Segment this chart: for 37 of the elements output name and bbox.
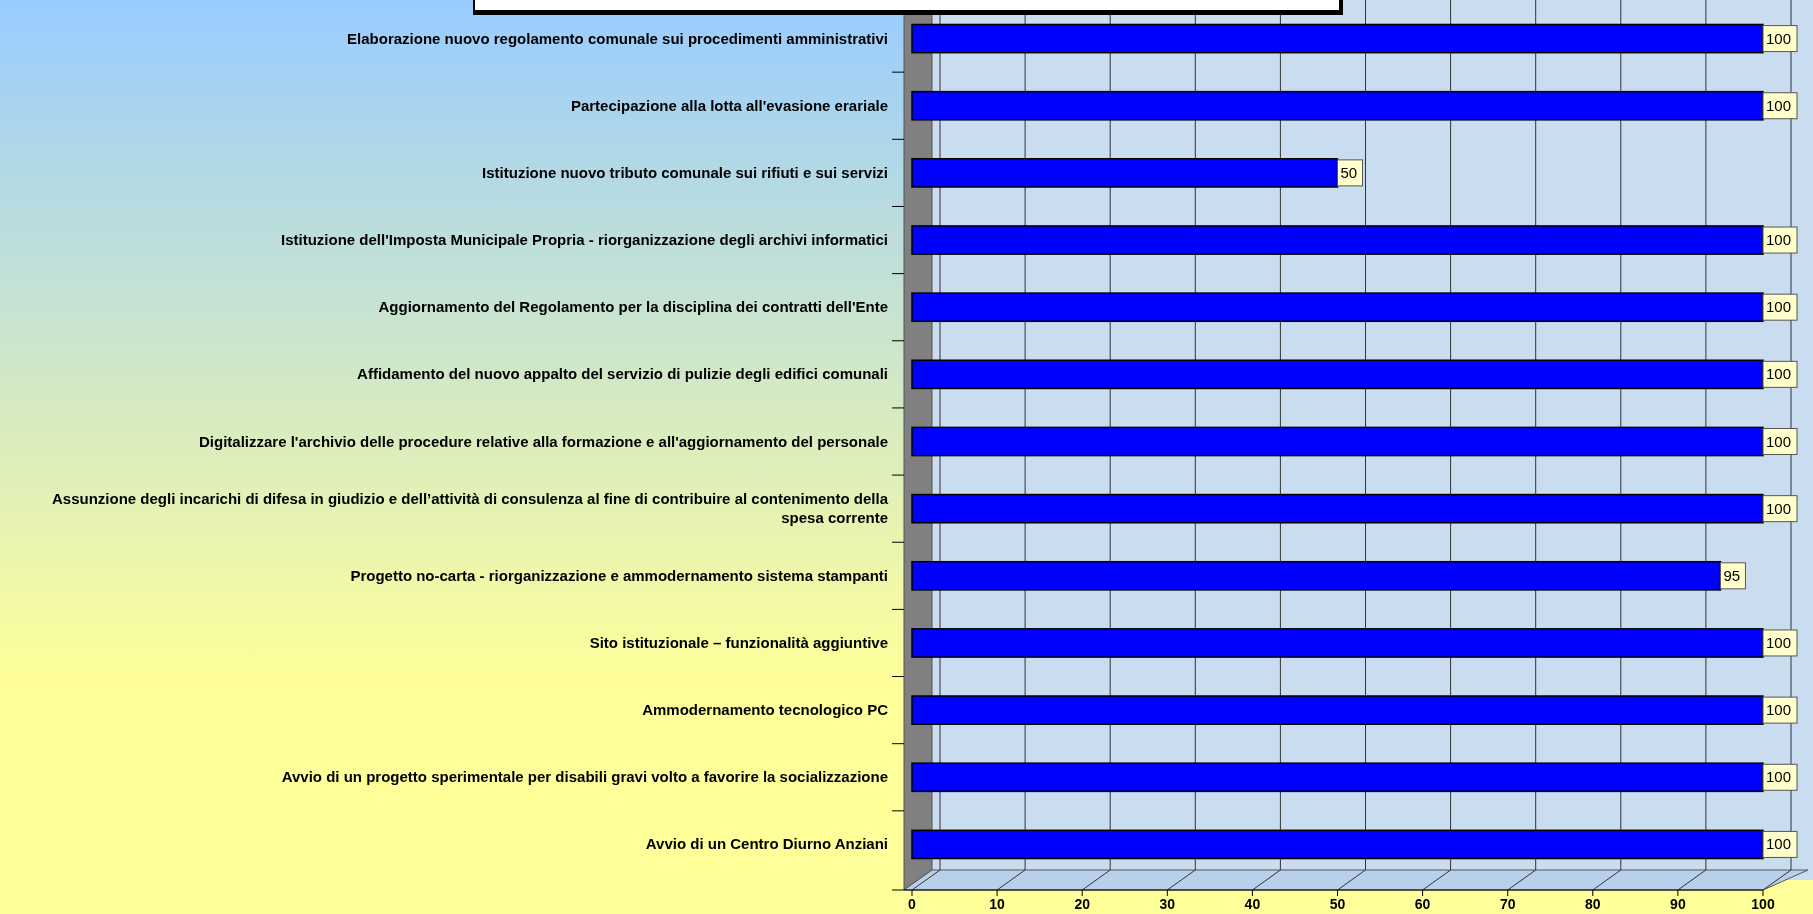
- x-tick-label: 10: [989, 896, 1006, 912]
- data-label: 100: [1766, 96, 1792, 114]
- data-label: 100: [1766, 29, 1792, 47]
- y-tick-label: Assunzione degli incarichi di difesa in giudizio e dell’attività di consulenza al fine di contribuire al contenimento della spesa corrente: [52, 490, 889, 527]
- y-tick-label: Progetto no-carta - riorganizzazione e ammodernamento sistema stampanti: [350, 566, 888, 584]
- y-tick-label: Avvio di un Centro Diurno Anziani: [645, 835, 888, 853]
- y-tick-label: Partecipazione alla lotta all'evasione erariale: [570, 96, 888, 114]
- data-label: 100: [1766, 231, 1792, 249]
- x-tick-label: 30: [1159, 896, 1176, 912]
- x-tick-label: 80: [1585, 896, 1601, 912]
- y-tick-label: Affidamento del nuovo appalto del servizio di pulizie degli edifici comunali: [357, 365, 888, 383]
- x-tick-label: 0: [908, 896, 917, 912]
- data-label: 100: [1766, 432, 1792, 450]
- y-tick-label: Istituzione nuovo tributo comunale sui rifiuti e sui servizi: [482, 163, 888, 181]
- data-label: 100: [1766, 499, 1792, 517]
- data-label: 100: [1766, 633, 1792, 651]
- x-tick-label: 50: [1329, 896, 1346, 912]
- x-tick-label: 60: [1414, 896, 1431, 912]
- y-tick-label: Avvio di un progetto sperimentale per disabili gravi volto a favorire la socializzazione: [281, 768, 888, 786]
- y-tick-label: Istituzione dell'Imposta Municipale Propria - riorganizzazione degli archivi informatici: [280, 231, 888, 249]
- data-label: 100: [1766, 298, 1792, 316]
- y-tick-label: Digitalizzare l'archivio delle procedure relative alla formazione e all'aggiornamento del personale: [198, 432, 888, 450]
- y-tick-label: Aggiornamento del Regolamento per la disciplina dei contratti dell'Ente: [378, 298, 888, 316]
- x-tick-label: 40: [1244, 896, 1261, 912]
- y-tick-label: Sito istituzionale – funzionalità aggiuntive: [589, 633, 888, 651]
- data-label: 100: [1766, 768, 1792, 786]
- y-tick-label: Ammodernamento tecnologico PC: [642, 701, 889, 719]
- data-label: 100: [1766, 835, 1792, 853]
- data-label: 100: [1766, 701, 1792, 719]
- x-tick-label: 100: [1751, 896, 1775, 912]
- x-tick-label: 70: [1499, 896, 1516, 912]
- y-tick-label: Elaborazione nuovo regolamento comunale sui procedimenti amministrativi: [347, 29, 888, 47]
- data-label: 95: [1723, 566, 1741, 584]
- x-tick-label: 20: [1074, 896, 1091, 912]
- data-label: 50: [1340, 163, 1358, 181]
- x-tick-label: 90: [1670, 896, 1686, 912]
- data-label: 100: [1766, 365, 1792, 383]
